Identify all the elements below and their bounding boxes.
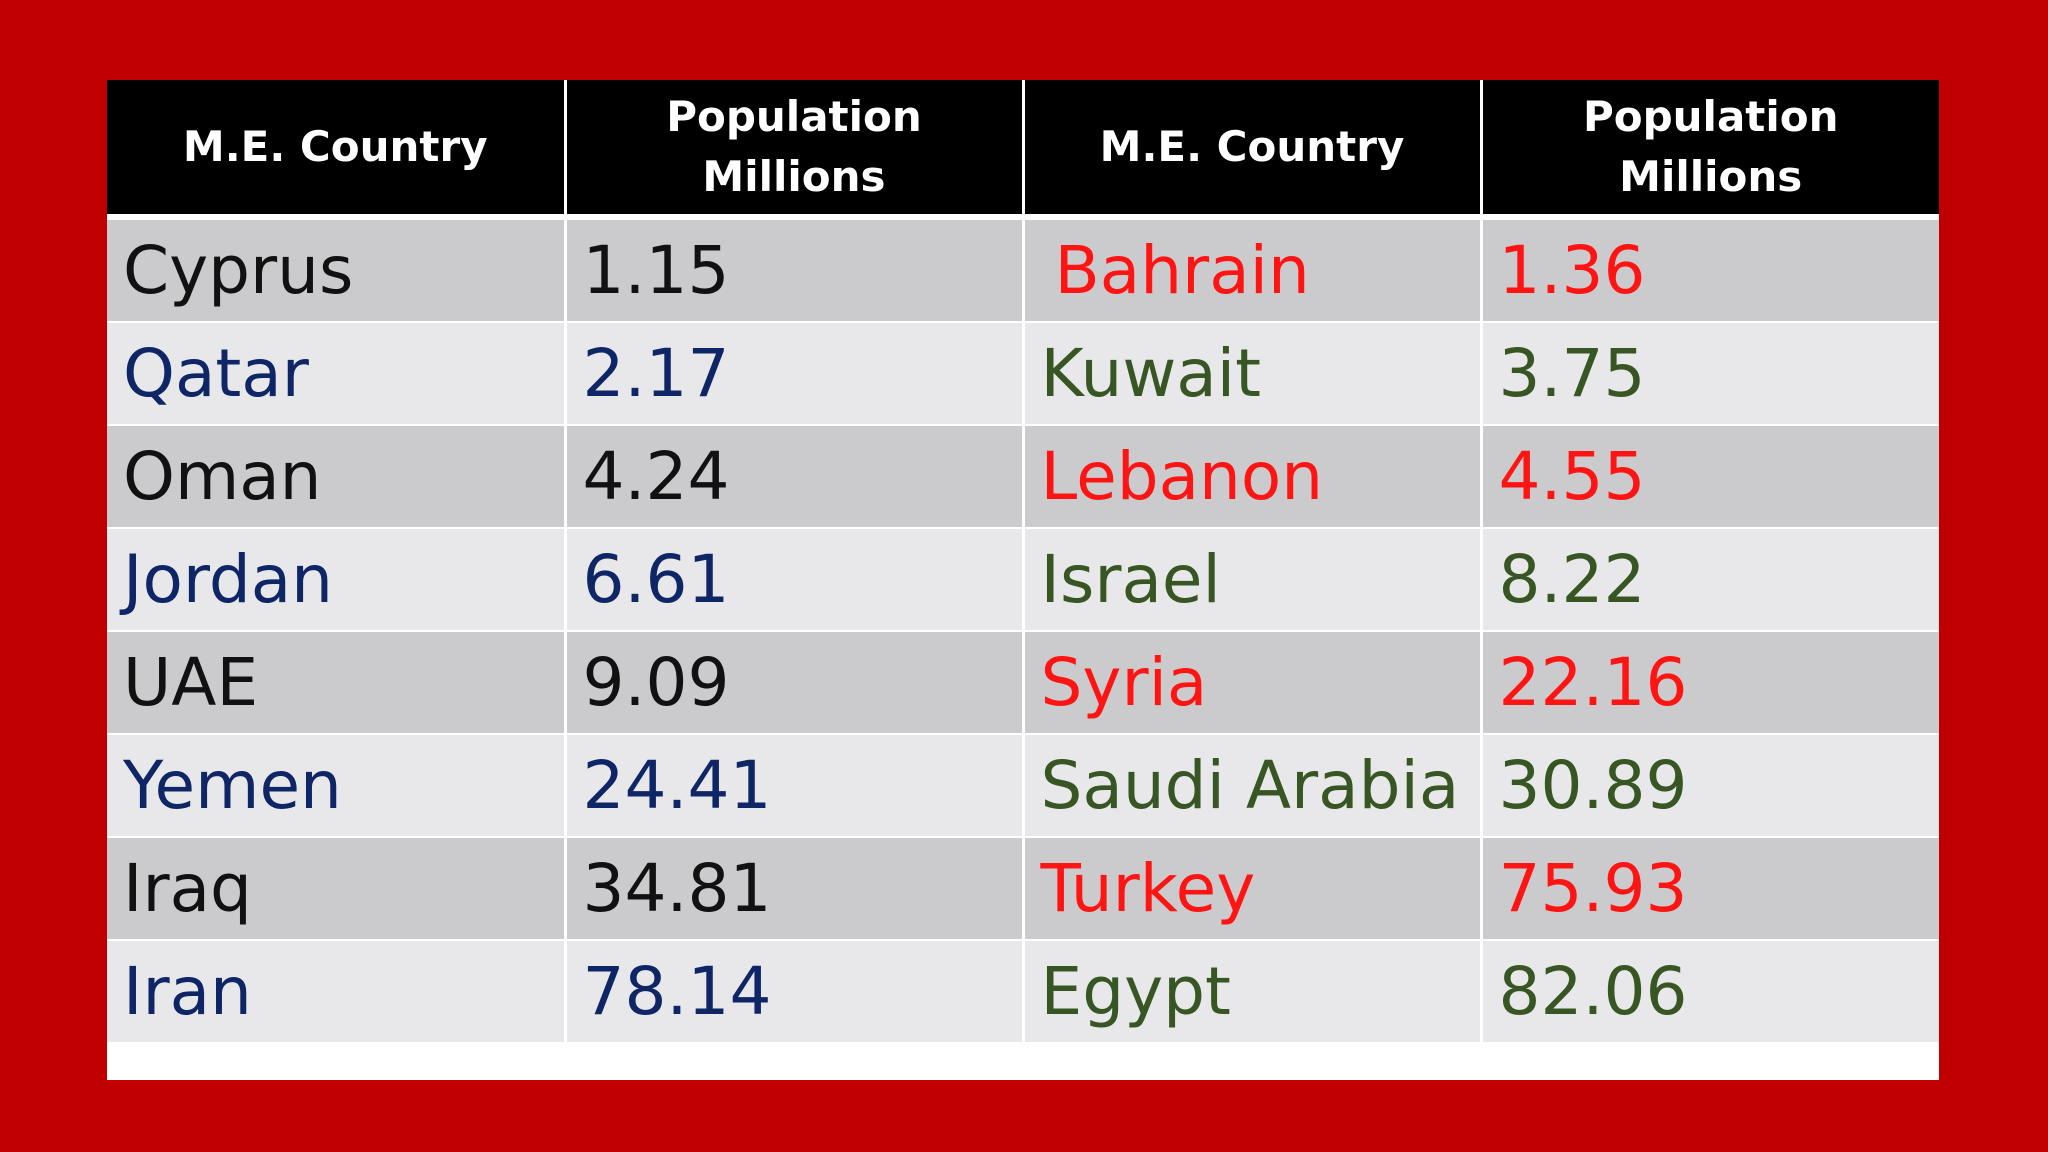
left-country-cell: Cyprus xyxy=(107,216,565,322)
header-left-population-line1: Population xyxy=(666,92,922,141)
left-country-cell: Oman xyxy=(107,424,565,528)
table-row: Iran 78.14 Egypt 82.06 xyxy=(107,939,1939,1042)
left-country-cell: Qatar xyxy=(107,321,565,425)
left-population-cell: 24.41 xyxy=(563,733,1023,837)
header-left-country-label: M.E. Country xyxy=(182,122,488,171)
table-row: UAE 9.09 Syria 22.16 xyxy=(107,630,1939,734)
left-population-cell: 9.09 xyxy=(563,630,1023,734)
right-population-cell: 1.36 xyxy=(1479,216,1939,322)
header-right-population: Population Millions xyxy=(1479,80,1939,220)
left-population-cell: 6.61 xyxy=(563,527,1023,631)
header-right-population-line2: Millions xyxy=(1619,152,1803,201)
header-left-country: M.E. Country xyxy=(107,80,565,220)
header-right-population-line1: Population xyxy=(1582,92,1839,141)
left-country-cell: Iran xyxy=(107,939,565,1042)
right-population-cell: 82.06 xyxy=(1479,939,1939,1042)
left-country-cell: Jordan xyxy=(107,527,565,631)
right-country-cell: Egypt xyxy=(1021,939,1481,1042)
right-country-cell: Syria xyxy=(1021,630,1481,734)
right-country-cell: Lebanon xyxy=(1021,424,1481,528)
table-row: Cyprus 1.15 Bahrain 1.36 xyxy=(107,216,1939,322)
left-population-cell: 2.17 xyxy=(563,321,1023,425)
header-left-population: Population Millions xyxy=(563,80,1023,220)
population-table-container: M.E. Country Population Millions M.E. Co… xyxy=(107,80,1939,1080)
header-right-country: M.E. Country xyxy=(1021,80,1481,220)
table-row: Qatar 2.17 Kuwait 3.75 xyxy=(107,321,1939,425)
right-population-cell: 30.89 xyxy=(1479,733,1939,837)
right-country-cell: Bahrain xyxy=(1021,216,1481,322)
left-population-cell: 34.81 xyxy=(563,836,1023,940)
table-row: Oman 4.24 Lebanon 4.55 xyxy=(107,424,1939,528)
table-row: Jordan 6.61 Israel 8.22 xyxy=(107,527,1939,631)
header-right-country-label: M.E. Country xyxy=(1099,122,1405,171)
right-population-cell: 3.75 xyxy=(1479,321,1939,425)
right-country-cell: Saudi Arabia xyxy=(1021,733,1481,837)
left-country-cell: Yemen xyxy=(107,733,565,837)
right-population-cell: 4.55 xyxy=(1479,424,1939,528)
right-country-cell: Turkey xyxy=(1021,836,1481,940)
population-table: M.E. Country Population Millions M.E. Co… xyxy=(107,80,1939,1042)
table-row: Iraq 34.81 Turkey 75.93 xyxy=(107,836,1939,940)
right-population-cell: 8.22 xyxy=(1479,527,1939,631)
right-country-cell: Kuwait xyxy=(1021,321,1481,425)
header-left-population-line2: Millions xyxy=(702,152,886,201)
left-population-cell: 4.24 xyxy=(563,424,1023,528)
table-header-row: M.E. Country Population Millions M.E. Co… xyxy=(107,80,1939,220)
left-population-cell: 1.15 xyxy=(563,216,1023,322)
left-country-cell: UAE xyxy=(107,630,565,734)
left-population-cell: 78.14 xyxy=(563,939,1023,1042)
table-row: Yemen 24.41 Saudi Arabia 30.89 xyxy=(107,733,1939,837)
left-country-cell: Iraq xyxy=(107,836,565,940)
right-population-cell: 75.93 xyxy=(1479,836,1939,940)
right-country-cell: Israel xyxy=(1021,527,1481,631)
right-population-cell: 22.16 xyxy=(1479,630,1939,734)
